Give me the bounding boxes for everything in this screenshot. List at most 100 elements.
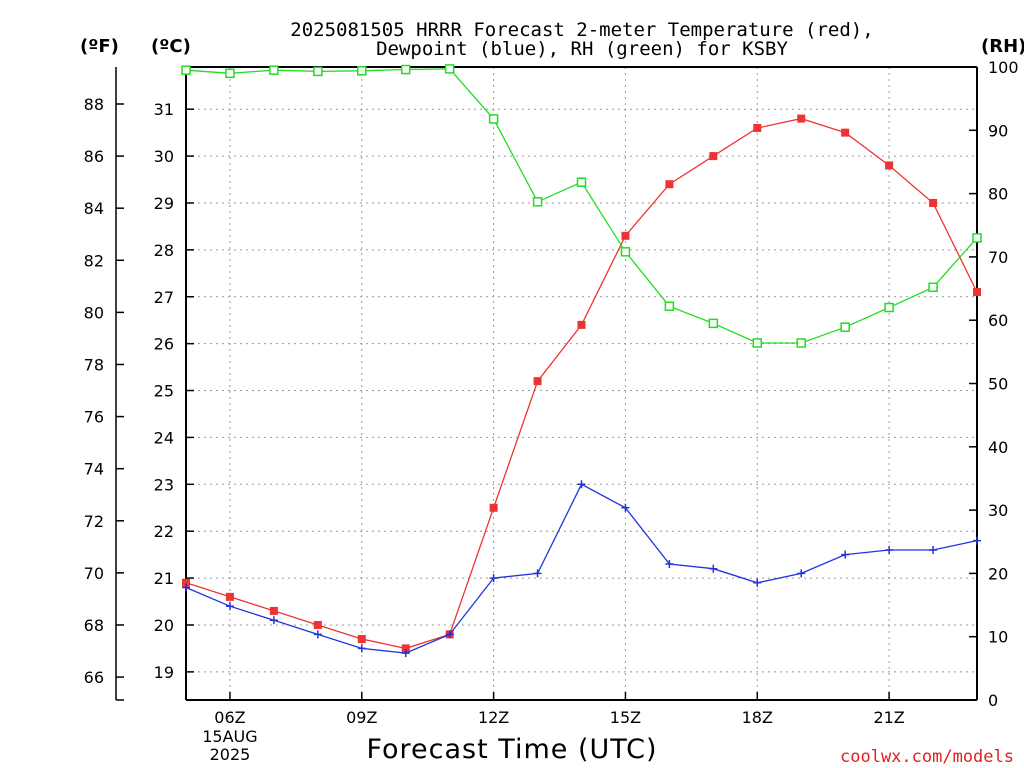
temperature-point-6 xyxy=(225,592,234,601)
x-tick-label-9: 09Z xyxy=(346,708,377,727)
dewpoint-point-11 xyxy=(445,630,454,639)
rh-tick-label-30: 30 xyxy=(988,501,1008,520)
temperature-point-21 xyxy=(885,161,894,170)
temperature-point-15 xyxy=(621,231,630,240)
celsius-tick-label-20: 20 xyxy=(154,616,174,635)
series-rh xyxy=(181,64,982,348)
rh-point-9 xyxy=(357,66,367,76)
rh-point-15 xyxy=(620,247,631,257)
temperature-line xyxy=(185,117,978,650)
fahrenheit-tick-label-82: 82 xyxy=(84,251,104,270)
rh-tick-label-80: 80 xyxy=(988,185,1008,204)
rh-point-13 xyxy=(532,197,543,207)
fahrenheit-tick-label-70: 70 xyxy=(84,564,104,583)
temperature-point-23 xyxy=(973,288,981,297)
x-tick-label-6: 06Z xyxy=(214,708,245,727)
dewpoint-point-19 xyxy=(797,569,806,578)
fahrenheit-tick-label-66: 66 xyxy=(84,668,104,687)
dewpoint-point-15 xyxy=(621,503,630,512)
rh-tick-label-10: 10 xyxy=(988,628,1008,647)
fahrenheit-tick-label-68: 68 xyxy=(84,616,104,635)
rh-point-6 xyxy=(225,68,235,79)
celsius-tick-label-30: 30 xyxy=(154,147,174,166)
temperature-point-10 xyxy=(401,644,410,653)
rh-point-20 xyxy=(840,322,850,332)
x-tick-label-18: 18Z xyxy=(742,708,773,727)
temperature-point-16 xyxy=(665,180,674,189)
x-tick-sublabel-1: 2025 xyxy=(210,745,251,764)
rh-tick-label-100: 100 xyxy=(988,58,1019,77)
axes xyxy=(115,66,978,701)
fahrenheit-tick-label-72: 72 xyxy=(84,512,104,531)
dewpoint-point-8 xyxy=(313,630,322,639)
temperature-point-12 xyxy=(489,503,498,512)
x-tick-label-12: 12Z xyxy=(478,708,509,727)
rh-point-5 xyxy=(181,65,191,75)
dewpoint-point-5 xyxy=(182,583,190,592)
dewpoint-point-6 xyxy=(225,602,234,611)
celsius-tick-label-27: 27 xyxy=(154,288,174,307)
series-layer xyxy=(181,64,982,658)
celsius-tick-label-25: 25 xyxy=(154,382,174,401)
fahrenheit-tick-label-78: 78 xyxy=(84,355,104,374)
rh-tick-label-0: 0 xyxy=(988,691,998,710)
celsius-tick-label-19: 19 xyxy=(154,663,174,682)
grid-lines xyxy=(186,67,977,700)
temperature-point-14 xyxy=(577,320,586,329)
rh-point-17 xyxy=(708,318,719,329)
temperature-point-7 xyxy=(269,606,278,615)
celsius-tick-label-29: 29 xyxy=(154,194,174,213)
x-tick-label-15: 15Z xyxy=(610,708,641,727)
fahrenheit-tick-label-80: 80 xyxy=(84,303,104,322)
dewpoint-point-20 xyxy=(841,550,850,559)
celsius-tick-label-24: 24 xyxy=(154,428,174,447)
rh-point-14 xyxy=(576,177,587,187)
dewpoint-point-22 xyxy=(929,545,938,554)
rh-tick-label-20: 20 xyxy=(988,564,1008,583)
rh-point-22 xyxy=(928,282,938,293)
dewpoint-point-13 xyxy=(533,569,542,578)
rh-point-18 xyxy=(752,338,763,348)
dewpoint-point-10 xyxy=(401,649,410,658)
celsius-tick-label-28: 28 xyxy=(154,241,174,260)
rh-tick-label-50: 50 xyxy=(988,375,1008,394)
dewpoint-point-21 xyxy=(885,545,894,554)
dewpoint-line xyxy=(185,483,978,654)
dewpoint-point-7 xyxy=(269,616,278,625)
x-axis-label: Forecast Time (UTC) xyxy=(366,734,657,765)
rh-point-10 xyxy=(400,64,411,75)
fahrenheit-tick-label-76: 76 xyxy=(84,408,104,427)
fahrenheit-tick-label-84: 84 xyxy=(84,199,104,218)
rh-point-23 xyxy=(972,233,982,243)
dewpoint-point-16 xyxy=(665,560,674,569)
fahrenheit-tick-label-86: 86 xyxy=(84,147,104,166)
labels-layer: 66 68 70 72 74 76 78 80 82 84 86 88 19 20 21 22 23 24 25 26… xyxy=(80,19,1024,767)
celsius-tick-label-23: 23 xyxy=(154,475,174,494)
dewpoint-point-17 xyxy=(709,564,718,573)
rh-point-12 xyxy=(488,114,499,124)
rh-tick-label-60: 60 xyxy=(988,311,1008,330)
temperature-point-22 xyxy=(929,198,938,207)
dewpoint-point-12 xyxy=(489,574,498,583)
dewpoint-point-23 xyxy=(973,536,981,545)
temperature-point-19 xyxy=(797,114,806,123)
fahrenheit-tick-label-74: 74 xyxy=(84,460,104,479)
rh-point-7 xyxy=(269,65,279,75)
x-tick-sublabel-0: 15AUG xyxy=(202,727,257,746)
series-temperature xyxy=(182,114,981,653)
rh-tick-label-90: 90 xyxy=(988,121,1008,140)
temperature-point-18 xyxy=(753,123,762,132)
chart-title-line-1: 2025081505 HRRR Forecast 2-meter Tempera… xyxy=(290,19,873,41)
rh-point-8 xyxy=(313,66,323,77)
series-dewpoint xyxy=(182,480,981,658)
rh-line xyxy=(185,68,978,344)
temperature-point-13 xyxy=(533,377,542,386)
temperature-point-9 xyxy=(357,635,366,644)
fahrenheit-tick-label-88: 88 xyxy=(84,95,104,114)
chart-title-line-2: Dewpoint (blue), RH (green) for KSBY xyxy=(376,38,788,60)
rh-point-19 xyxy=(796,338,806,348)
temperature-point-5 xyxy=(182,578,190,587)
temperature-point-17 xyxy=(709,152,718,161)
rh-unit-label: (RH) xyxy=(981,36,1024,57)
